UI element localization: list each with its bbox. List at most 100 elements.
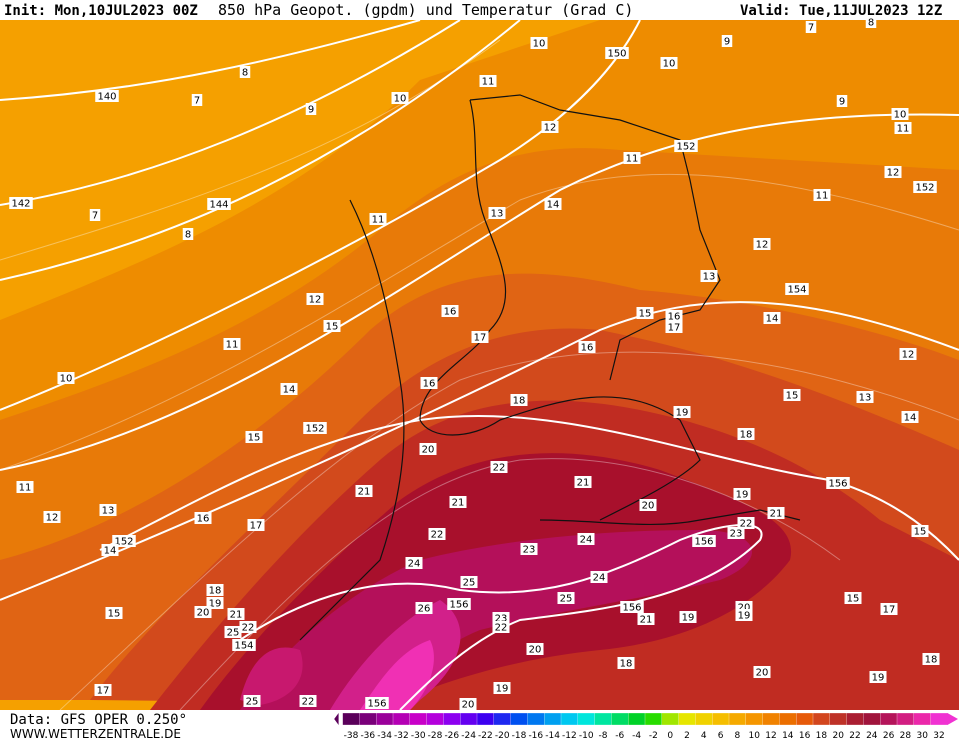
label-box [447,598,471,610]
contour-label: 9 [308,105,314,116]
contour-label: 11 [816,191,829,202]
label-box [869,671,887,683]
colorbar-swatch [695,712,713,726]
label-box [856,391,874,403]
contour-label: 20 [462,700,475,711]
contour-label: 12 [902,350,915,361]
colorbar-swatch [896,712,915,726]
colorbar-arrow-left [334,713,339,725]
colorbar-swatch [426,712,445,726]
label-box [544,198,562,210]
contour-label: 14 [104,546,117,557]
label-box [227,608,245,620]
contour-label: 19 [738,611,751,622]
contour-label: 20 [756,668,769,679]
label-box [101,544,119,556]
contour-label: 18 [740,430,753,441]
contour-label: 140 [97,92,116,103]
label-box [637,613,655,625]
label-box [428,528,446,540]
colorbar-swatch [594,712,613,726]
colorbar-label: 8 [735,731,741,741]
contour-label: 8 [185,230,191,241]
colorbar-swatch [628,712,646,726]
contour-label: 19 [209,599,222,610]
contour-label: 26 [418,604,431,615]
label-box [441,305,459,317]
colorbar-swatch [611,712,629,726]
colorbar-label: -8 [599,731,608,741]
label-box [785,283,809,295]
label-box [223,338,241,350]
colorbar-label: -24 [461,731,476,741]
contour-label: 21 [640,615,653,626]
label-box [243,695,261,707]
contour-label: 150 [607,49,626,60]
valid-time: Valid: Tue,11JUL2023 12Z [740,3,942,19]
label-box [753,238,771,250]
contour-label: 13 [491,209,504,220]
contour-label: 156 [828,479,847,490]
map-title: 850 hPa Geopot. (gpdm) und Temperatur (G… [218,1,633,19]
contour-label: 19 [682,613,695,624]
colorbar: -38 -36 -34 -32 -30 -28 -26 -24 -22 -20 -18 -16 -14-… [334,712,958,741]
colorbar-swatch [678,712,697,726]
contour-label: 21 [358,487,371,498]
colorbar-arrow-right [947,713,958,725]
contour-label: 11 [226,340,239,351]
label-box [639,499,657,511]
colorbar-swatch [510,712,529,726]
label-box [623,152,641,164]
contour-label: 8 [868,18,874,29]
label-box [913,181,937,193]
contour-label: 21 [230,610,243,621]
label-box [479,75,497,87]
contour-label: 10 [533,39,546,50]
contour-label: 19 [676,408,689,419]
contour-label: 156 [694,537,713,548]
contour-label: 13 [102,506,115,517]
label-box [247,519,265,531]
label-box [191,94,203,106]
colorbar-label: -38 [344,731,359,741]
contour-label: 7 [194,96,200,107]
label-box [836,95,848,107]
label-box [365,697,389,709]
label-box [541,121,559,133]
label-box [305,103,317,115]
colorbar-swatch [342,712,361,726]
label-box [488,207,506,219]
label-box [520,543,538,555]
colorbar-label: -34 [377,731,392,741]
colorbar-label: 20 [832,731,844,741]
label-box [577,533,595,545]
contour-label: 20 [738,603,751,614]
label-box [460,576,478,588]
label-box [95,90,119,102]
colorbar-swatch [644,712,663,726]
label-box [813,189,831,201]
label-box [303,422,327,434]
label-box [605,47,629,59]
contour-label: 152 [676,142,695,153]
colorbar-swatch [880,712,898,726]
label-box [617,657,635,669]
colorbar-label: -10 [579,731,594,741]
label-box [471,331,489,343]
label-box [89,209,101,221]
label-box [419,443,437,455]
contour-label: 9 [724,37,730,48]
label-box [245,431,263,443]
label-box [692,535,716,547]
label-box [767,507,785,519]
colorbar-label: -26 [444,731,459,741]
label-box [636,307,654,319]
website: WWW.WETTERZENTRALE.DE [10,727,181,741]
label-box [182,228,194,240]
label-box [673,406,691,418]
contour-label: 14 [283,385,296,396]
label-box [9,197,33,209]
colorbar-swatch [829,712,848,726]
contour-label: 16 [668,312,681,323]
contour-label: 11 [372,215,385,226]
